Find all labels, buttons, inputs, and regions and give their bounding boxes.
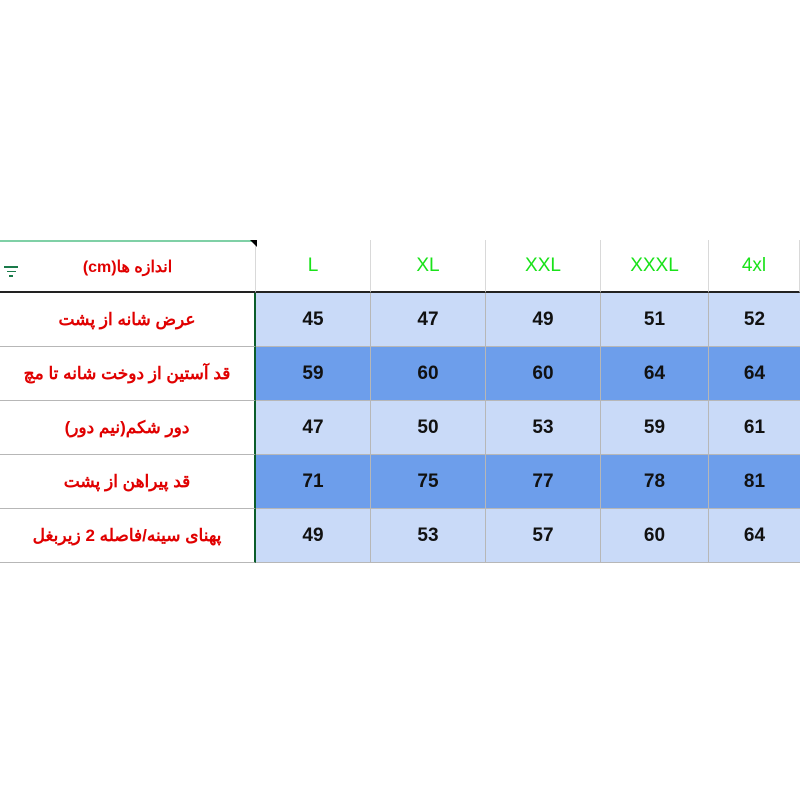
value-cell[interactable]: 81 xyxy=(709,455,800,509)
value-cell[interactable]: 47 xyxy=(256,401,371,455)
value-cell[interactable]: 45 xyxy=(256,293,371,347)
filter-icon[interactable] xyxy=(4,266,18,280)
header-label: اندازه ها(cm) xyxy=(82,258,173,276)
value-cell[interactable]: 59 xyxy=(601,401,709,455)
value-cell[interactable]: 64 xyxy=(601,347,709,401)
value-cell[interactable]: 50 xyxy=(371,401,486,455)
value-cell[interactable]: 64 xyxy=(709,347,800,401)
row-label[interactable]: قد پیراهن از پشت xyxy=(0,455,256,509)
value-cell[interactable]: 60 xyxy=(486,347,601,401)
value-cell[interactable]: 75 xyxy=(371,455,486,509)
header-label-cell[interactable]: اندازه ها(cm) xyxy=(0,240,257,293)
value-cell[interactable]: 52 xyxy=(709,293,800,347)
value-cell[interactable]: 60 xyxy=(371,347,486,401)
row-label[interactable]: قد آستین از دوخت شانه تا مچ xyxy=(0,347,256,401)
value-cell[interactable]: 60 xyxy=(601,509,709,563)
value-cell[interactable]: 71 xyxy=(256,455,371,509)
size-header-4xl[interactable]: 4xl xyxy=(709,240,800,293)
value-cell[interactable]: 77 xyxy=(486,455,601,509)
table-row: قد پیراهن از پشت 71 75 77 78 81 xyxy=(0,455,800,509)
row-label[interactable]: دور شکم(نیم دور) xyxy=(0,401,256,455)
value-cell[interactable]: 61 xyxy=(709,401,800,455)
header-row: اندازه ها(cm) L XL XXL XXXL 4xl xyxy=(0,240,800,293)
value-cell[interactable]: 49 xyxy=(486,293,601,347)
size-header-xl[interactable]: XL xyxy=(371,240,486,293)
size-header-xxxl[interactable]: XXXL xyxy=(601,240,709,293)
row-label[interactable]: پهنای سینه/فاصله 2 زیربغل xyxy=(0,509,256,563)
cell-corner-marker xyxy=(250,240,257,247)
size-header-xxl[interactable]: XXL xyxy=(486,240,601,293)
value-cell[interactable]: 59 xyxy=(256,347,371,401)
table-row: دور شکم(نیم دور) 47 50 53 59 61 xyxy=(0,401,800,455)
table-row: قد آستین از دوخت شانه تا مچ 59 60 60 64 64 xyxy=(0,347,800,401)
value-cell[interactable]: 53 xyxy=(486,401,601,455)
value-cell[interactable]: 49 xyxy=(256,509,371,563)
value-cell[interactable]: 64 xyxy=(709,509,800,563)
value-cell[interactable]: 51 xyxy=(601,293,709,347)
size-header-l[interactable]: L xyxy=(256,240,371,293)
value-cell[interactable]: 78 xyxy=(601,455,709,509)
table-row: عرض شانه از پشت 45 47 49 51 52 xyxy=(0,293,800,347)
table-row: پهنای سینه/فاصله 2 زیربغل 49 53 57 60 64 xyxy=(0,509,800,563)
row-label[interactable]: عرض شانه از پشت xyxy=(0,293,256,347)
value-cell[interactable]: 47 xyxy=(371,293,486,347)
value-cell[interactable]: 57 xyxy=(486,509,601,563)
value-cell[interactable]: 53 xyxy=(371,509,486,563)
